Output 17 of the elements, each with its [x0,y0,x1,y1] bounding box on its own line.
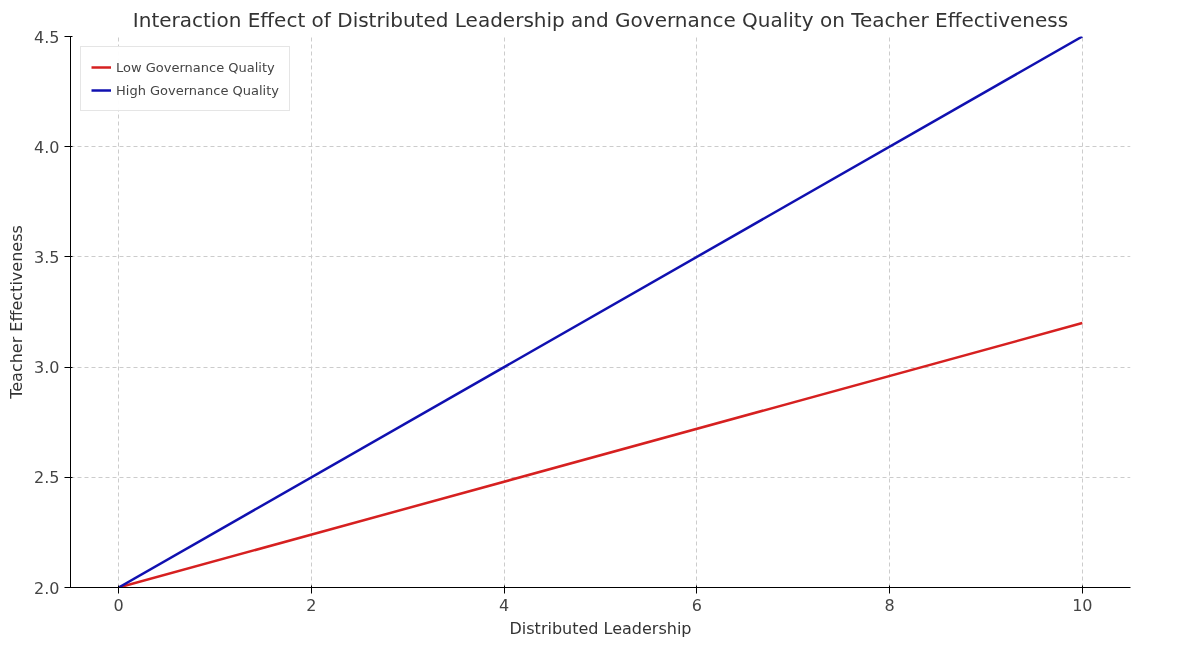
y-tick-label: 3.0 [34,358,60,378]
y-tick-label: 4.0 [34,137,60,157]
chart-title: Interaction Effect of Distributed Leadership and Governance Quality on Teacher Effectiveness [132,7,1069,32]
x-tick-label: 2 [306,595,317,615]
x-tick-label: 0 [113,595,124,615]
y-tick-label: 4.5 [34,27,60,47]
y-axis-title: Teacher Effectiveness [7,225,27,400]
y-tick-label: 2.5 [34,468,60,488]
x-tick-label: 8 [884,595,895,615]
x-axis-title: Distributed Leadership [509,618,692,638]
x-tick-label: 10 [1072,595,1093,615]
y-tick-label: 3.5 [34,247,60,267]
x-tick-label: 6 [691,595,702,615]
y-tick-label: 2.0 [34,578,60,598]
legend-label: Low Governance Quality [116,59,275,75]
x-tick-label: 4 [499,595,510,615]
legend-label: High Governance Quality [116,82,280,98]
